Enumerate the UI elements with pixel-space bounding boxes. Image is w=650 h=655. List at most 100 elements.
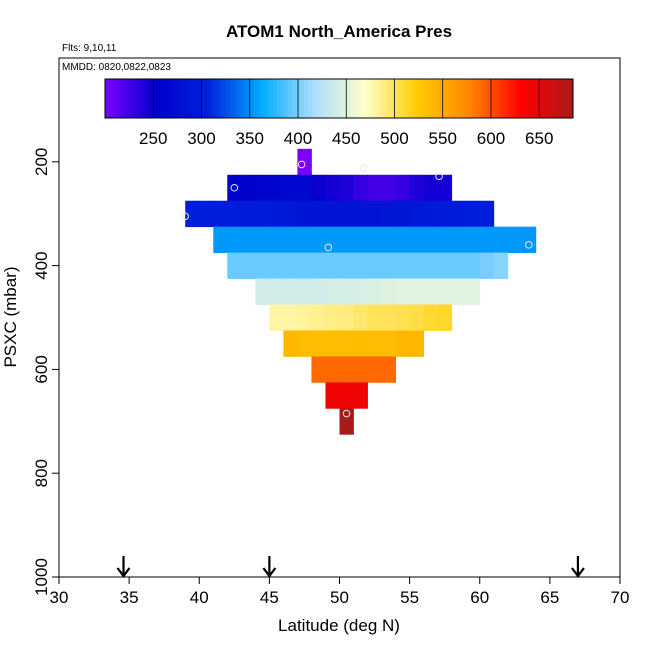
colorbar-segment xyxy=(140,79,145,118)
heatmap-cell xyxy=(395,278,411,305)
heatmap-cell xyxy=(297,174,312,202)
colorbar-segment xyxy=(518,79,523,118)
heatmap-cell xyxy=(227,252,242,279)
y-tick-label: 1000 xyxy=(32,558,51,596)
y-tick-label: 600 xyxy=(32,355,51,383)
heatmap-cell xyxy=(269,304,284,331)
heatmap-cell xyxy=(255,278,270,305)
heatmap-cell xyxy=(297,252,312,279)
heatmap-cell xyxy=(227,226,242,254)
heatmap-cell xyxy=(283,304,298,331)
heatmap-cell xyxy=(227,174,242,202)
colorbar-segment xyxy=(245,79,250,118)
heatmap-cell xyxy=(423,174,439,202)
heatmap-cell xyxy=(465,200,481,228)
heatmap-cell xyxy=(381,330,396,357)
colorbar-segment xyxy=(545,79,551,118)
heatmap-cell xyxy=(311,304,326,331)
colorbar-segment xyxy=(557,79,562,118)
heatmap-cell xyxy=(325,330,340,357)
colorbar-segment xyxy=(479,79,484,118)
sample-points xyxy=(181,160,533,418)
colorbar-segment xyxy=(175,79,180,118)
heatmap-cell xyxy=(409,200,425,228)
x-axis-label: Latitude (deg N) xyxy=(278,616,400,635)
x-tick-label: 60 xyxy=(470,588,489,607)
colorbar-segment xyxy=(339,79,344,118)
colorbar-segment xyxy=(261,79,266,118)
colorbar-segment xyxy=(171,79,176,118)
colorbar-segment xyxy=(537,79,543,118)
heatmap-cell xyxy=(325,200,340,228)
heatmap-cell xyxy=(283,200,298,228)
colorbar-segment xyxy=(284,79,289,118)
heatmap-cell xyxy=(269,278,284,305)
heatmap-cell xyxy=(451,226,467,254)
y-axis-label: PSXC (mbar) xyxy=(1,266,20,367)
colorbar-segment xyxy=(288,79,293,118)
colorbar-segment xyxy=(475,79,480,118)
colorbar-segment xyxy=(233,79,239,118)
colorbar-segment xyxy=(553,79,558,118)
colorbar-segment xyxy=(159,79,164,118)
heatmap-cell xyxy=(479,252,495,279)
heatmap-cell xyxy=(353,252,368,279)
heatmap-cell xyxy=(395,174,411,202)
colorbar-tick-label: 550 xyxy=(429,129,457,148)
heatmap-cell xyxy=(395,200,411,228)
colorbar-segment xyxy=(409,79,414,118)
sample-point xyxy=(297,160,306,169)
sample-point xyxy=(230,183,239,192)
colorbar-segment xyxy=(483,79,488,118)
colorbar-segment xyxy=(514,79,519,118)
heatmap-cell xyxy=(213,200,228,228)
sample-point xyxy=(359,164,368,172)
heatmap-cell xyxy=(353,174,368,202)
arrow-head xyxy=(571,567,585,578)
colorbar-segment xyxy=(335,79,340,118)
colorbar-frame xyxy=(104,78,574,119)
colorbar-tick-label: 600 xyxy=(477,129,505,148)
heatmap-cell xyxy=(423,226,439,254)
colorbar-tick-label: 650 xyxy=(525,129,553,148)
heatmap-cell xyxy=(437,278,453,305)
colorbar-segment xyxy=(264,79,270,118)
colorbar-segment xyxy=(374,79,379,118)
sample-point xyxy=(324,243,333,252)
colorbar-segment xyxy=(194,79,200,118)
colorbar-segment xyxy=(534,79,539,118)
heatmap-cell xyxy=(423,252,439,279)
colorbar-segment xyxy=(452,79,457,118)
heatmap-cell xyxy=(283,278,298,305)
colorbar-segment xyxy=(214,79,219,118)
heatmap-cell xyxy=(409,330,425,357)
colorbar-segment xyxy=(510,79,515,118)
colorbar-segment xyxy=(300,79,305,118)
heatmap-cell xyxy=(409,304,425,331)
colorbar-segment xyxy=(428,79,434,118)
heatmap-cell xyxy=(353,330,368,357)
colorbar-segment xyxy=(155,79,161,118)
heatmap-cell xyxy=(437,200,453,228)
heatmap-cell xyxy=(367,330,382,357)
arrow-head xyxy=(116,567,131,578)
heatmap-cell xyxy=(521,226,537,254)
colorbar-segment xyxy=(183,79,188,118)
colorbar-segment xyxy=(549,79,554,118)
heatmap-cell xyxy=(493,226,509,254)
heatmap-cell xyxy=(199,200,214,228)
heatmap-cell xyxy=(353,278,368,305)
sample-point xyxy=(525,241,533,249)
heatmap-cell xyxy=(437,304,453,331)
heatmap-cell xyxy=(367,200,382,228)
heatmap-cell xyxy=(311,252,326,279)
heatmap-cell xyxy=(241,226,256,254)
colorbar-segment xyxy=(210,79,215,118)
colorbar-segment xyxy=(222,79,227,118)
colorbar-segment xyxy=(495,79,500,118)
colorbar-segment xyxy=(116,79,122,118)
heatmap-cell xyxy=(367,226,382,254)
heatmap-cell xyxy=(311,174,326,202)
colorbar-segment xyxy=(206,79,211,118)
